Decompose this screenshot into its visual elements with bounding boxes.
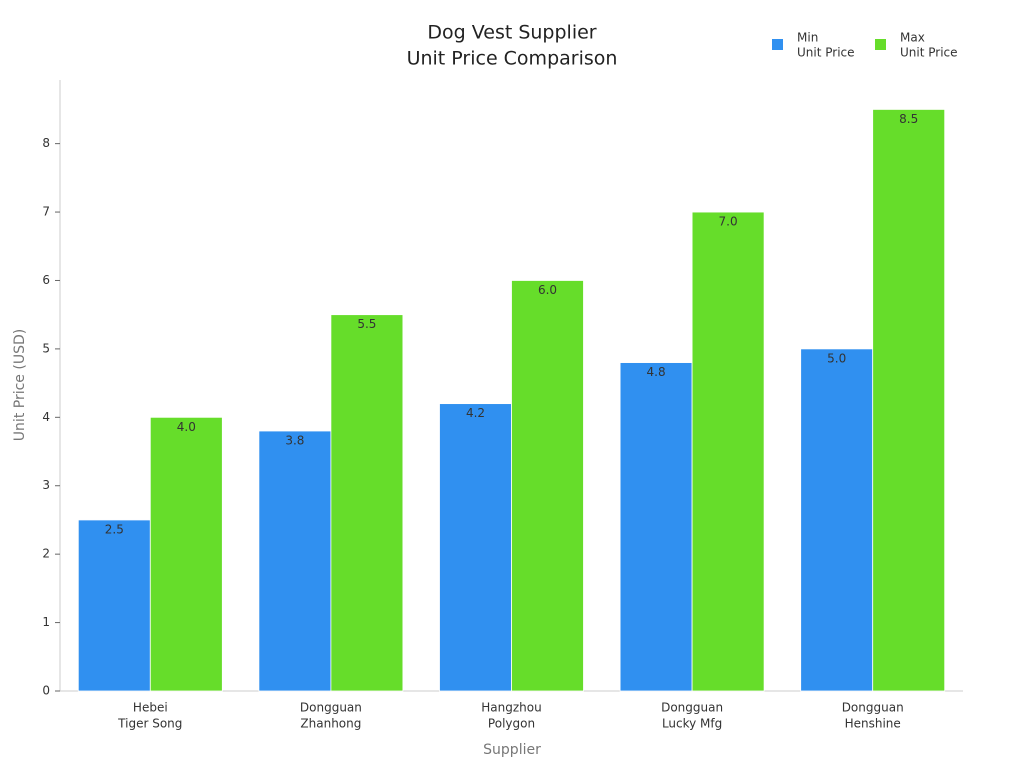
value-label: 6.0 (538, 283, 557, 297)
legend-swatch (772, 39, 783, 50)
legend-label: Min (797, 31, 818, 45)
value-label: 4.8 (647, 365, 666, 379)
bar (619, 362, 693, 692)
y-tick-label: 8 (42, 136, 50, 150)
bar (439, 403, 512, 692)
bar (511, 280, 584, 692)
value-label: 7.0 (719, 215, 738, 229)
value-label: 4.0 (177, 420, 196, 434)
value-label: 3.8 (285, 434, 304, 448)
y-tick-label: 0 (42, 684, 50, 698)
bar (149, 416, 223, 692)
y-tick-label: 5 (42, 341, 50, 355)
legend-swatch (875, 39, 886, 50)
bar (330, 314, 404, 692)
bar (77, 519, 151, 692)
y-tick-label: 7 (42, 205, 50, 219)
value-label: 5.0 (827, 351, 846, 365)
y-axis-label: Unit Price (USD) (12, 329, 28, 441)
x-tick-label: Zhanhong (300, 717, 361, 731)
bar (258, 430, 332, 692)
x-tick-label: Dongguan (842, 701, 904, 715)
x-tick-label: Dongguan (661, 701, 723, 715)
bar (872, 109, 946, 692)
x-axis-label: Supplier (483, 742, 541, 758)
legend-label: Unit Price (900, 46, 958, 60)
value-label: 2.5 (105, 522, 124, 536)
x-tick-label: Lucky Mfg (662, 717, 722, 731)
bar (691, 211, 765, 692)
value-label: 5.5 (357, 317, 376, 331)
y-tick-label: 3 (42, 478, 50, 492)
y-tick-label: 4 (42, 410, 50, 424)
legend-label: Max (900, 31, 925, 45)
chart-title: Unit Price Comparison (407, 48, 618, 70)
x-tick-label: Hangzhou (481, 701, 541, 715)
x-tick-label: Tiger Song (117, 717, 182, 731)
x-tick-label: Henshine (845, 717, 901, 731)
x-tick-label: Dongguan (300, 701, 362, 715)
y-tick-label: 2 (42, 547, 50, 561)
value-label: 4.2 (466, 406, 485, 420)
x-tick-label: Hebei (133, 701, 168, 715)
bar (800, 348, 874, 692)
legend-label: Unit Price (797, 46, 855, 60)
value-label: 8.5 (899, 112, 918, 126)
y-tick-label: 6 (42, 273, 50, 287)
y-tick-label: 1 (42, 615, 50, 629)
chart-title: Dog Vest Supplier (427, 22, 596, 44)
x-tick-label: Polygon (488, 717, 535, 731)
